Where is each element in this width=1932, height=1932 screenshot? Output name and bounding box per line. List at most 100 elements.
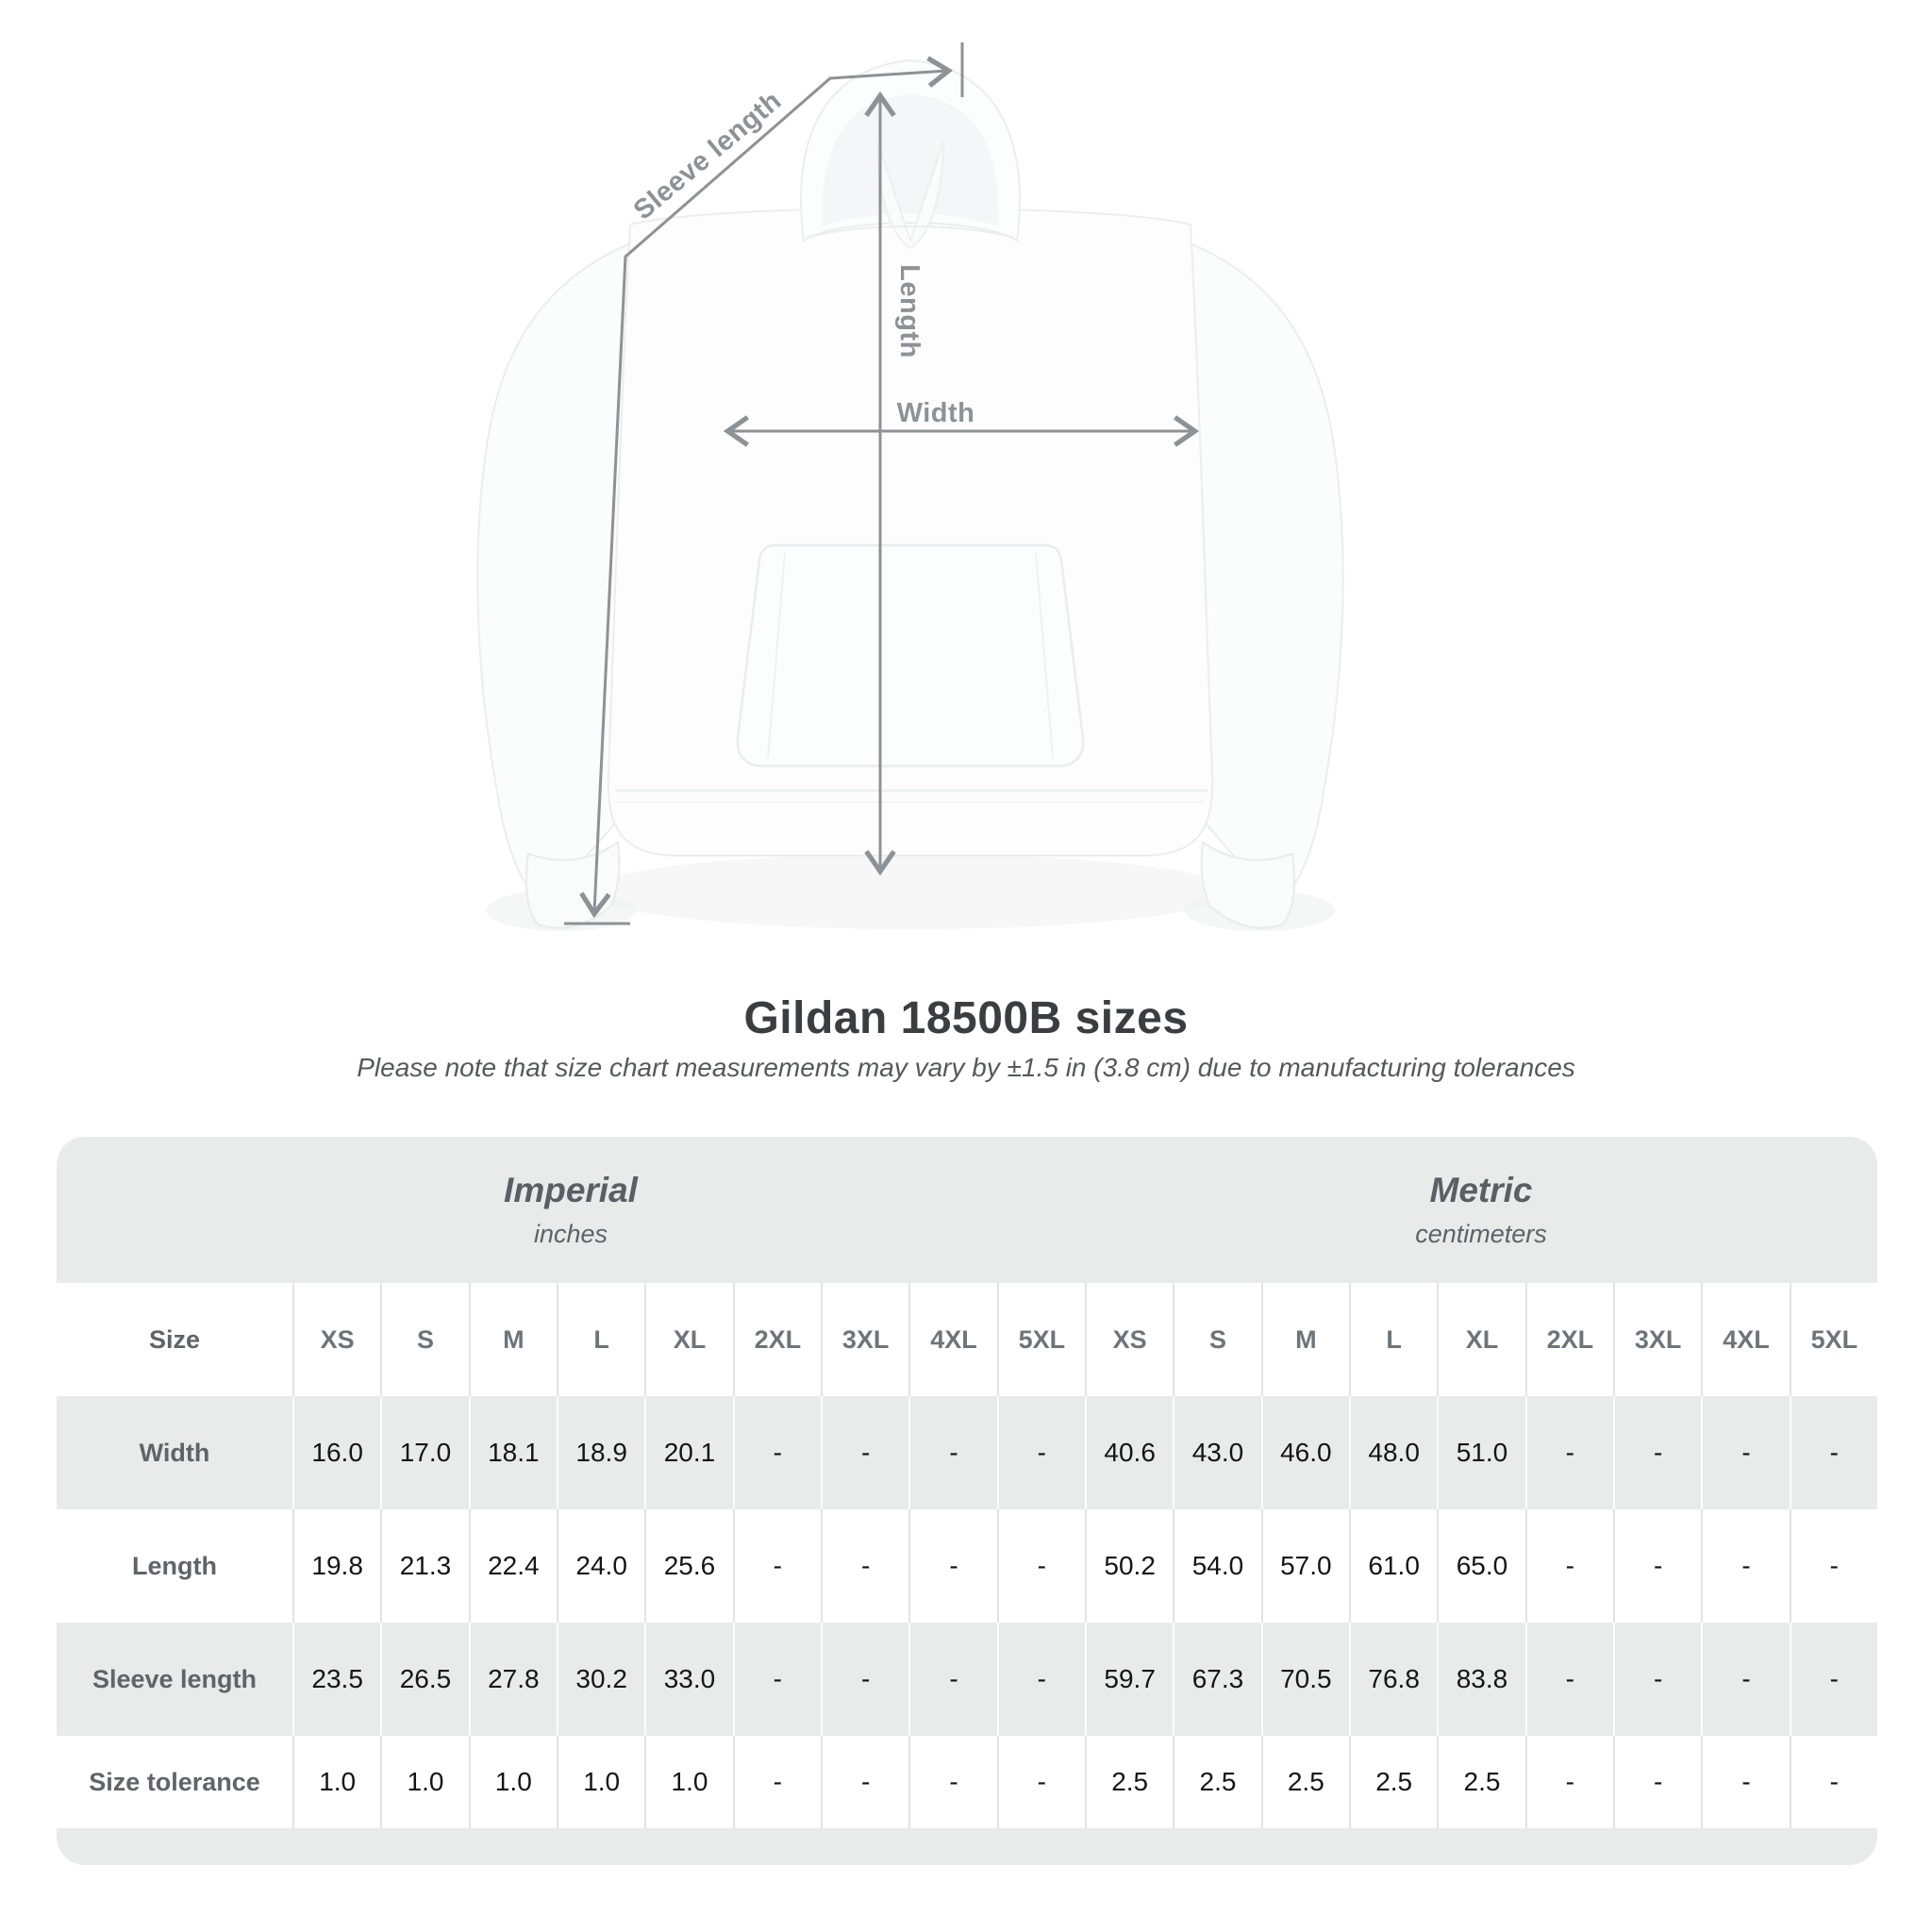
hoodie-image [476, 58, 1344, 931]
value-cell: 43.0 [1173, 1396, 1260, 1509]
table-row-width: Width 16.0 17.0 18.1 18.9 20.1 - - - - 4… [57, 1396, 1877, 1509]
value-cell: 2.5 [1437, 1736, 1524, 1828]
size-col-header: L [557, 1283, 644, 1396]
value-cell: - [1701, 1736, 1789, 1828]
length-label: Length [894, 264, 924, 358]
size-table: Imperial inches Metric centimeters Size … [57, 1137, 1877, 1865]
size-col-header: 5XL [996, 1283, 1085, 1396]
value-cell: - [908, 1509, 996, 1623]
value-cell: 70.5 [1260, 1623, 1349, 1736]
row-label: Size tolerance [89, 1767, 260, 1796]
row-label: Length [132, 1551, 217, 1580]
value-cell: 1.0 [468, 1736, 557, 1828]
page-subtitle: Please note that size chart measurements… [357, 1053, 1575, 1082]
table-row-size-tolerance: Size tolerance 1.0 1.0 1.0 1.0 1.0 - - -… [57, 1736, 1877, 1828]
value-cell: 48.0 [1349, 1396, 1437, 1509]
value-cell: 18.1 [468, 1396, 557, 1509]
value-cell: - [732, 1396, 821, 1509]
size-col-header: 4XL [908, 1283, 996, 1396]
value-cell: 65.0 [1437, 1509, 1524, 1623]
group-imperial-unit: inches [533, 1220, 608, 1248]
value-cell: 1.0 [292, 1736, 380, 1828]
value-cell: - [821, 1736, 908, 1828]
value-cell: 40.6 [1085, 1396, 1173, 1509]
value-cell: 67.3 [1173, 1623, 1260, 1736]
value-cell: 1.0 [380, 1736, 468, 1828]
table-row-sleeve-length: Sleeve length 23.5 26.5 27.8 30.2 33.0 -… [57, 1623, 1877, 1736]
size-col-header: M [468, 1283, 557, 1396]
size-col-header: S [380, 1283, 468, 1396]
size-col-header: 3XL [1613, 1283, 1701, 1396]
value-cell: 76.8 [1349, 1623, 1437, 1736]
size-col-header: XS [1085, 1283, 1173, 1396]
size-col-header: XS [292, 1283, 380, 1396]
value-cell: - [996, 1736, 1085, 1828]
size-col-header: L [1349, 1283, 1437, 1396]
value-cell: 21.3 [380, 1509, 468, 1623]
size-col-header: 3XL [821, 1283, 908, 1396]
value-cell: - [1613, 1396, 1701, 1509]
value-cell: 18.9 [557, 1396, 644, 1509]
value-cell: 54.0 [1173, 1509, 1260, 1623]
value-cell: 27.8 [468, 1623, 557, 1736]
value-cell: 30.2 [557, 1623, 644, 1736]
group-imperial-name: Imperial [504, 1171, 638, 1209]
size-header: Size [148, 1324, 201, 1354]
sleeve-length-label: Sleeve length [628, 86, 788, 226]
value-cell: 2.5 [1349, 1736, 1437, 1828]
value-cell: - [908, 1396, 996, 1509]
value-cell: 33.0 [644, 1623, 732, 1736]
value-cell: 83.8 [1437, 1623, 1524, 1736]
value-cell: 26.5 [380, 1623, 468, 1736]
value-cell: 2.5 [1173, 1736, 1260, 1828]
size-col-header: 4XL [1701, 1283, 1789, 1396]
width-label: Width [897, 398, 975, 428]
value-cell: - [1701, 1509, 1789, 1623]
value-cell: - [1613, 1623, 1701, 1736]
size-col-header: XL [1437, 1283, 1524, 1396]
row-label: Sleeve length [92, 1664, 258, 1693]
value-cell: - [996, 1623, 1085, 1736]
size-col-header: XL [644, 1283, 732, 1396]
value-cell: 17.0 [380, 1396, 468, 1509]
value-cell: 57.0 [1260, 1509, 1349, 1623]
value-cell: - [1789, 1509, 1877, 1623]
size-col-header: 5XL [1789, 1283, 1877, 1396]
group-metric-unit: centimeters [1415, 1220, 1547, 1248]
value-cell: 25.6 [644, 1509, 732, 1623]
group-imperial: Imperial inches [57, 1137, 1085, 1283]
value-cell: - [821, 1509, 908, 1623]
value-cell: 23.5 [292, 1623, 380, 1736]
sleeve-length-arrow [564, 42, 964, 925]
value-cell: 20.1 [644, 1396, 732, 1509]
value-cell: - [1701, 1396, 1789, 1509]
value-cell: - [996, 1509, 1085, 1623]
group-metric: Metric centimeters [1085, 1137, 1877, 1283]
value-cell: 46.0 [1260, 1396, 1349, 1509]
value-cell: - [732, 1736, 821, 1828]
value-cell: 50.2 [1085, 1509, 1173, 1623]
value-cell: - [821, 1396, 908, 1509]
value-cell: - [908, 1736, 996, 1828]
value-cell: 61.0 [1349, 1509, 1437, 1623]
value-cell: 59.7 [1085, 1623, 1173, 1736]
row-label: Width [139, 1438, 210, 1467]
value-cell: - [732, 1509, 821, 1623]
value-cell: - [1789, 1396, 1877, 1509]
unit-group-header: Imperial inches Metric centimeters [57, 1137, 1877, 1283]
table-header-row: Size XS S M L XL 2XL 3XL 4XL 5XL XS S M … [57, 1283, 1877, 1396]
value-cell: 19.8 [292, 1509, 380, 1623]
value-cell: 1.0 [557, 1736, 644, 1828]
value-cell: - [996, 1396, 1085, 1509]
page-title: Gildan 18500B sizes [743, 993, 1189, 1043]
size-col-header: M [1260, 1283, 1349, 1396]
value-cell: 22.4 [468, 1509, 557, 1623]
value-cell: - [821, 1623, 908, 1736]
value-cell: 24.0 [557, 1509, 644, 1623]
value-cell: - [1524, 1623, 1613, 1736]
group-metric-name: Metric [1429, 1171, 1533, 1209]
value-cell: - [1789, 1736, 1877, 1828]
value-cell: 51.0 [1437, 1396, 1524, 1509]
hoodie-measurement-diagram: Sleeve length Length Width [476, 42, 1344, 931]
